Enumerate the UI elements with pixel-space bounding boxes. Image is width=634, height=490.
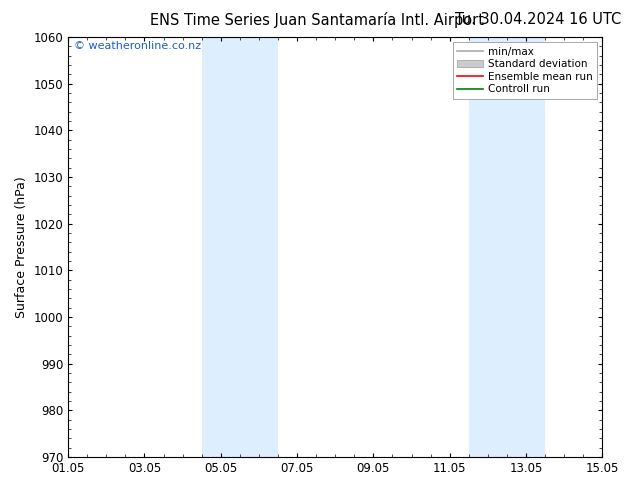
Legend: min/max, Standard deviation, Ensemble mean run, Controll run: min/max, Standard deviation, Ensemble me… bbox=[453, 42, 597, 98]
Bar bbox=[469, 37, 545, 457]
Y-axis label: Surface Pressure (hPa): Surface Pressure (hPa) bbox=[15, 176, 28, 318]
Text: ENS Time Series Juan Santamaría Intl. Airport: ENS Time Series Juan Santamaría Intl. Ai… bbox=[150, 12, 484, 28]
Text: Tu. 30.04.2024 16 UTC: Tu. 30.04.2024 16 UTC bbox=[455, 12, 621, 27]
Text: © weatheronline.co.nz: © weatheronline.co.nz bbox=[74, 41, 200, 51]
Bar bbox=[202, 37, 278, 457]
